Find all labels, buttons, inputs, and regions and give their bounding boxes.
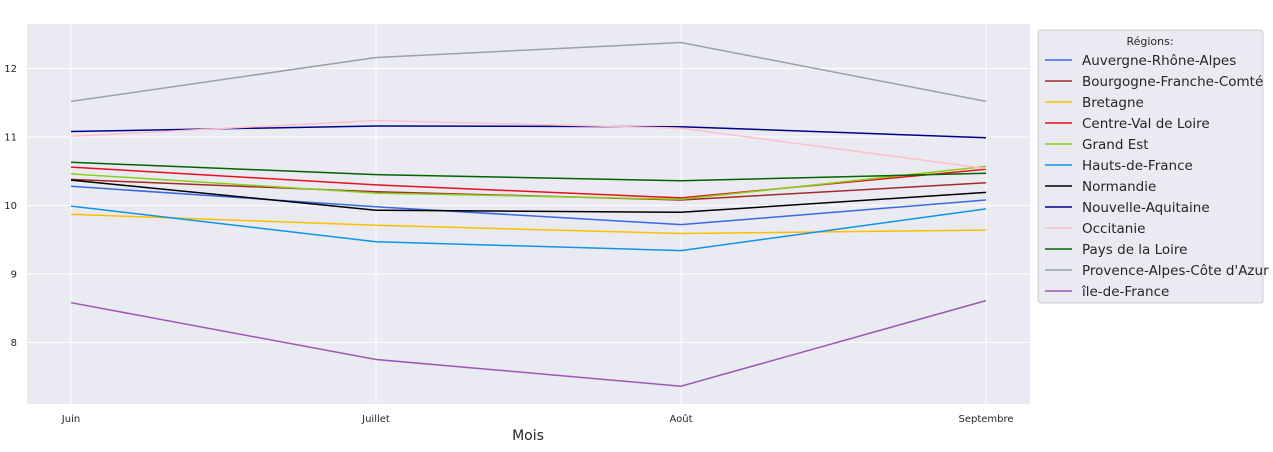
legend-item-occitanie: Occitanie [1045,221,1145,237]
legend-label: Provence-Alpes-Côte d'Azur [1082,263,1269,279]
legend-label: île-de-France [1081,284,1169,300]
legend-item-ile-de-france: île-de-France [1045,284,1169,300]
legend-label: Occitanie [1082,221,1145,237]
legend-label: Normandie [1082,179,1156,195]
series-lines [70,41,987,387]
legend-item-bourgogne-franche-comte: Bourgogne-Franche-Comté [1045,74,1263,90]
series-line-provence-alpes-cote-d-azur [70,41,987,103]
series-line-ile-de-france [70,299,987,387]
grid-lines [27,24,1030,404]
x-tick-label: Septembre [958,414,1013,425]
legend-item-provence-alpes-cote-d-azur: Provence-Alpes-Côte d'Azur [1045,263,1269,279]
legend-item-nouvelle-aquitaine: Nouvelle-Aquitaine [1045,200,1210,216]
series-line-normandie [70,179,987,214]
plot-background [27,24,1030,404]
y-axis: 8 9 10 11 12 [4,64,17,349]
x-tick-label: Juillet [361,414,390,425]
legend-item-centre-val-de-loire: Centre-Val de Loire [1045,116,1210,132]
x-tick-label: Août [669,413,692,425]
series-line-grand-est [70,165,987,201]
legend-label: Nouvelle-Aquitaine [1082,200,1210,216]
series-line-hauts-de-france [70,205,987,252]
series-line-auvergne-rhone-alpes [70,185,987,226]
legend-label: Centre-Val de Loire [1082,116,1210,132]
series-line-pays-de-la-loire [70,161,987,182]
legend-item-pays-de-la-loire: Pays de la Loire [1045,242,1187,258]
legend-items: Auvergne-Rhône-Alpes Bourgogne-Franche-Co… [1045,53,1269,300]
y-tick-label: 8 [11,338,17,349]
legend-item-normandie: Normandie [1045,179,1156,195]
series-line-bretagne [70,213,987,235]
legend-title: Régions: [1126,35,1173,48]
y-tick-label: 12 [4,64,17,75]
legend-label: Grand Est [1082,137,1149,153]
legend-item-auvergne-rhone-alpes: Auvergne-Rhône-Alpes [1045,53,1236,69]
x-tick-label: Juin [61,414,80,425]
x-axis: Juin Juillet Août Septembre [61,413,1014,425]
legend: Régions: Auvergne-Rhône-Alpes Bourgogne-F… [1037,29,1269,304]
y-tick-label: 11 [4,132,17,143]
series-line-occitanie [70,119,987,170]
x-axis-title: Mois [512,428,544,444]
y-tick-label: 9 [11,269,17,280]
legend-label: Pays de la Loire [1082,242,1187,258]
legend-item-grand-est: Grand Est [1045,137,1149,153]
legend-label: Auvergne-Rhône-Alpes [1082,53,1236,69]
legend-label: Bretagne [1082,95,1144,111]
legend-label: Hauts-de-France [1082,158,1193,174]
legend-item-hauts-de-france: Hauts-de-France [1045,158,1193,174]
legend-item-bretagne: Bretagne [1045,95,1144,111]
legend-label: Bourgogne-Franche-Comté [1082,74,1263,90]
legend-box [1037,29,1264,304]
y-tick-label: 10 [4,201,17,212]
